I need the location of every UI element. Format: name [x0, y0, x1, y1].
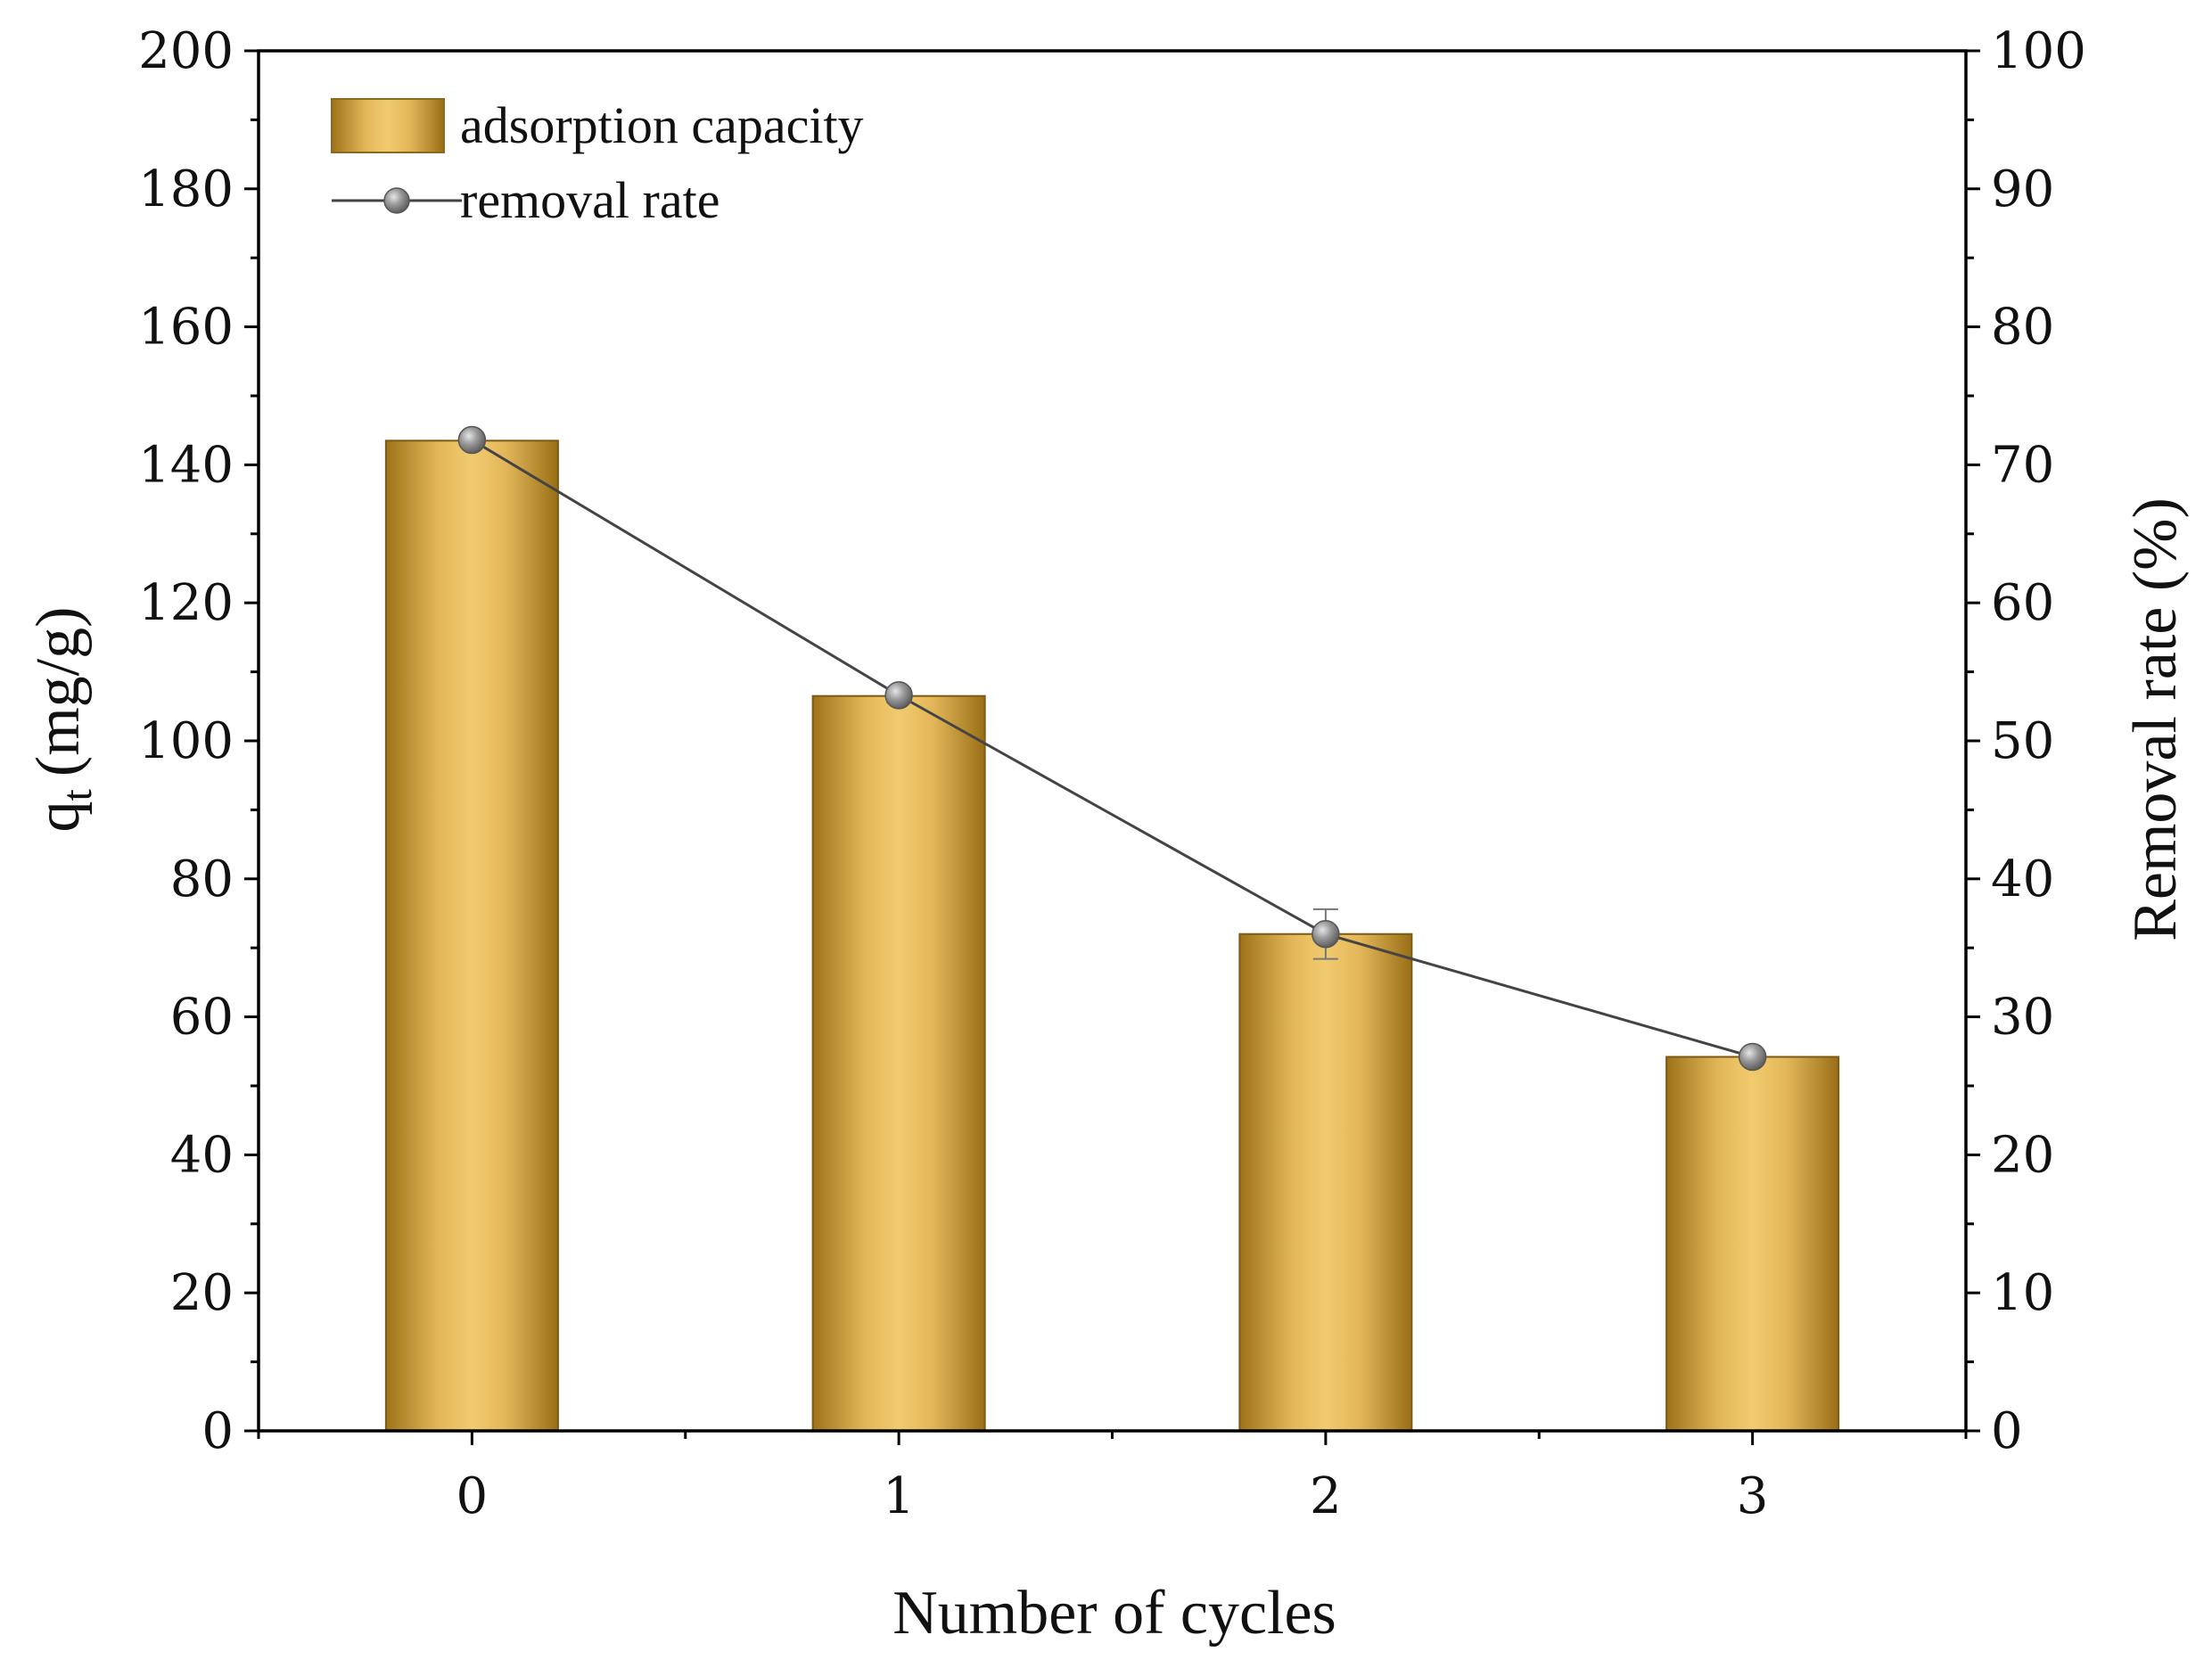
y-tick-label: 140	[138, 436, 234, 494]
y-tick-label: 120	[138, 574, 234, 632]
removal-rate-point-cycle-0	[457, 425, 487, 455]
y-tick-label: 40	[170, 1126, 234, 1184]
legend-label-removal-rate: removal rate	[460, 171, 720, 229]
x-axis-title: Number of cycles	[892, 1579, 1336, 1647]
y-axis-title-unit: (mg/g)	[24, 607, 93, 777]
y-tick-label: 100	[138, 712, 234, 770]
y2-tick-label: 80	[1991, 299, 2054, 357]
y2-axis-title: Removal rate (%)	[2121, 497, 2190, 941]
legend: adsorption capacity removal rate	[331, 96, 864, 229]
y-tick-label: 180	[138, 160, 234, 218]
axes: 0204060801001201401601802000102030405060…	[138, 22, 2086, 1525]
bar-cycle-0	[384, 440, 559, 1432]
y2-tick-label: 70	[1991, 436, 2054, 494]
legend-swatch-adsorption-capacity	[331, 98, 445, 153]
y-tick-label: 0	[201, 1402, 234, 1460]
y-tick-label: 80	[170, 850, 234, 908]
y-axis-title-main: q	[24, 801, 93, 832]
bar-cycle-2	[1238, 933, 1413, 1432]
x-tick-label: 0	[456, 1467, 489, 1525]
bar-cycle-3	[1665, 1056, 1840, 1432]
y2-tick-label: 10	[1991, 1264, 2054, 1322]
y2-tick-label: 50	[1991, 712, 2054, 770]
x-tick-label: 2	[1310, 1467, 1342, 1525]
line-series-removal-rate	[457, 425, 1767, 1072]
removal-rate-point-cycle-2	[1312, 919, 1340, 949]
removal-rate-point-cycle-3	[1738, 1042, 1767, 1072]
removal-rate-line	[471, 439, 1754, 1058]
x-tick-label: 3	[1737, 1467, 1769, 1525]
legend-label-adsorption-capacity: adsorption capacity	[460, 96, 864, 154]
y-tick-label: 200	[138, 22, 234, 80]
removal-rate-point-cycle-1	[884, 681, 913, 710]
y-tick-label: 20	[170, 1264, 234, 1322]
y2-tick-label: 0	[1991, 1402, 2023, 1460]
y2-tick-label: 60	[1991, 574, 2054, 632]
y2-tick-label: 90	[1991, 160, 2054, 218]
y-tick-label: 160	[138, 299, 234, 357]
y-axis-title-subscript: t	[53, 788, 101, 801]
legend-swatch-removal-rate-marker	[383, 187, 410, 214]
y2-tick-label: 20	[1991, 1126, 2054, 1184]
y2-tick-label: 30	[1991, 989, 2054, 1047]
x-tick-label: 1	[883, 1467, 915, 1525]
bar-cycle-1	[811, 694, 986, 1432]
bar-series-adsorption-capacity	[384, 440, 1840, 1432]
y2-tick-label: 100	[1991, 22, 2086, 80]
y2-tick-label: 40	[1991, 850, 2054, 908]
y-axis-title: qt (mg/g)	[24, 607, 101, 833]
y-tick-label: 60	[170, 989, 234, 1047]
